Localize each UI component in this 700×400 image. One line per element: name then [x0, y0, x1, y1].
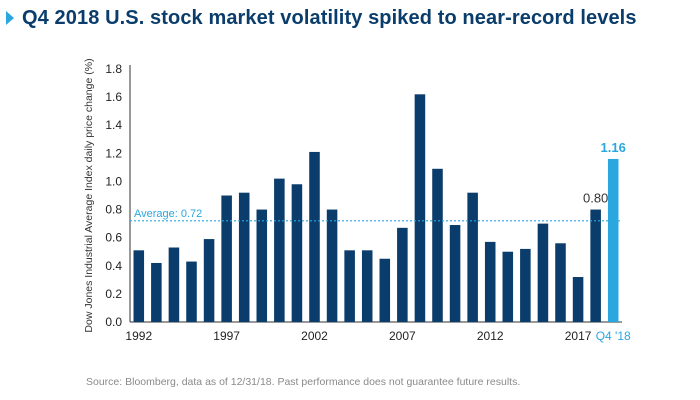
bar — [432, 168, 443, 322]
bar — [238, 192, 250, 322]
x-tick-label: 1997 — [213, 329, 240, 343]
y-tick-label: 1.6 — [105, 90, 122, 104]
data-label: 0.80 — [583, 191, 608, 206]
average-label: Average: 0.72 — [134, 208, 202, 220]
x-tick-label: Q4 '18 — [596, 329, 631, 343]
bar — [309, 151, 320, 322]
y-tick-label: 1.2 — [105, 146, 122, 160]
bar — [326, 209, 338, 322]
y-tick-label: 0.6 — [105, 231, 122, 245]
bar — [344, 250, 355, 322]
title-row: Q4 2018 U.S. stock market volatility spi… — [6, 4, 637, 32]
bar — [397, 227, 408, 322]
bar — [572, 277, 584, 322]
bar — [186, 261, 197, 322]
bar — [590, 209, 601, 322]
source-note: Source: Bloomberg, data as of 12/31/18. … — [86, 376, 521, 388]
x-tick-label: 2007 — [389, 329, 416, 343]
bar — [291, 184, 303, 322]
bar — [537, 223, 549, 322]
y-tick-label: 0.8 — [105, 203, 122, 217]
bar — [203, 239, 215, 322]
bar — [361, 250, 373, 322]
x-tick-label: 1992 — [125, 329, 152, 343]
bar — [133, 250, 145, 322]
x-tick-label: 2017 — [565, 329, 592, 343]
bar — [607, 158, 619, 322]
bar — [449, 225, 461, 322]
chart-title: Q4 2018 U.S. stock market volatility spi… — [22, 6, 637, 29]
bar — [256, 209, 268, 322]
bar — [274, 178, 285, 322]
bar — [168, 247, 180, 322]
x-tick-label: 2002 — [301, 329, 328, 343]
bar — [379, 258, 391, 322]
bar — [520, 248, 531, 322]
y-tick-label: 1.0 — [105, 174, 122, 188]
y-tick-label: 1.4 — [105, 118, 122, 132]
y-tick-label: 0.0 — [105, 315, 122, 329]
bar — [221, 195, 232, 322]
data-label: 1.16 — [601, 140, 626, 155]
x-tick-label: 2012 — [477, 329, 504, 343]
bar — [502, 251, 514, 322]
bar-chart: Dow Jones Industrial Average Index daily… — [83, 58, 631, 343]
bar — [151, 262, 162, 322]
bar — [555, 243, 566, 322]
bar — [467, 192, 478, 322]
y-tick-label: 0.2 — [105, 287, 122, 301]
title-marker-icon — [6, 11, 14, 25]
y-axis-label: Dow Jones Industrial Average Index daily… — [83, 58, 95, 332]
y-tick-label: 0.4 — [105, 259, 122, 273]
y-tick-label: 1.8 — [105, 62, 122, 76]
bar — [414, 94, 426, 322]
bar — [484, 241, 496, 322]
